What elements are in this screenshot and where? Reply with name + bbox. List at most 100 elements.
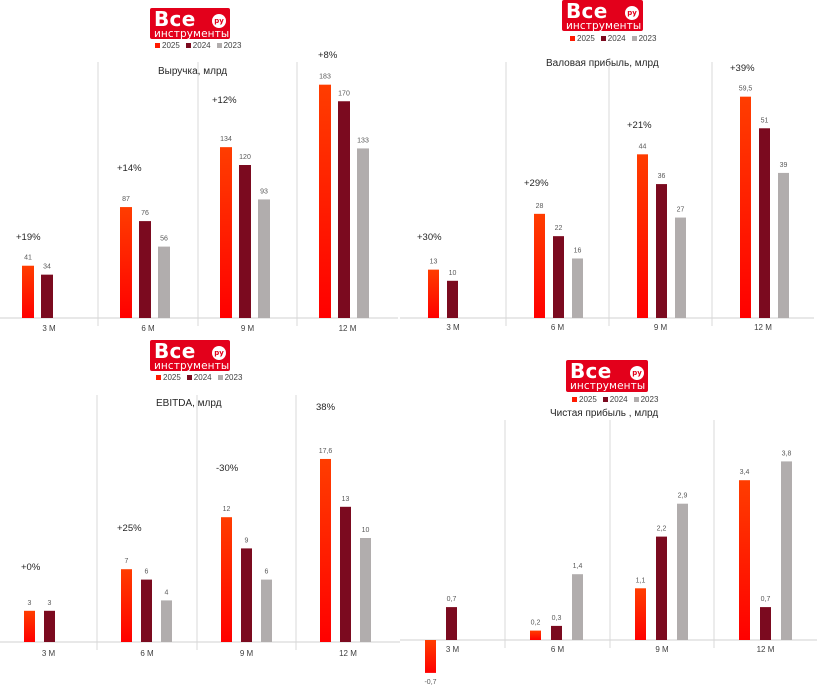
legend-item-2025: 2025 [155,41,180,50]
legend-swatch-2023 [633,397,639,402]
bar-2024 [446,607,457,640]
data-label: 170 [338,90,350,97]
data-label: 0,7 [447,596,457,603]
x-tick-label: 12 M [339,324,357,333]
growth-annotation: +25% [117,523,142,534]
brand-name-line1: Все [570,359,612,383]
data-label: 6 [265,569,269,576]
bar-2025 [319,84,331,318]
legend-swatch-2023 [217,375,223,380]
data-label: 56 [160,236,168,243]
bar-2023 [158,246,170,318]
data-label: 1,4 [573,563,583,570]
data-label: 59,5 [739,86,753,93]
data-label: 0,3 [552,615,562,622]
data-label: 6 [145,569,149,576]
x-tick-label: 9 M [654,323,668,332]
brand-name-line2: инструменты [566,20,642,32]
bar-2025 [428,269,439,318]
data-label: 16 [574,247,582,254]
growth-annotation: 38% [316,402,336,413]
brand-badge: ру [212,14,226,28]
x-tick-label: 9 M [241,324,255,333]
bar-2024 [139,221,151,318]
legend-swatch-2024 [185,43,191,48]
legend-item-2023: 2023 [216,41,242,50]
data-label: 133 [357,137,369,144]
legend-swatch-2025 [156,375,161,380]
x-tick-label: 12 M [754,323,772,332]
data-label: 17,6 [319,448,333,455]
data-label: 87 [122,196,130,203]
revenue-chart-panel: Все инструменты ру 2025 2024 2023 Выручк… [0,0,400,340]
bar-2025 [120,207,132,318]
data-label: -0,7 [424,679,436,686]
data-label: 134 [220,136,232,143]
data-label: 10 [449,270,457,277]
legend-label-2025: 2025 [577,34,595,43]
bar-2023 [357,148,369,318]
bar-2025 [22,265,34,318]
ebitda-chart-panel: Все инструменты ру 2025 2024 2023 EBITDA… [0,339,400,700]
bar-2025 [320,458,331,642]
legend-item-2024: 2024 [185,41,211,50]
data-label: 13 [430,259,438,266]
legend-swatch-2024 [602,397,608,402]
data-label: 1,1 [636,577,646,584]
data-label: 183 [319,74,331,81]
legend-label-2023: 2023 [640,395,659,404]
legend-item-2023: 2023 [633,395,659,404]
legend-label-2024: 2024 [193,373,212,382]
data-label: 10 [362,527,370,534]
x-tick-label: 6 M [141,324,155,333]
bar-2025 [425,640,436,673]
data-label: 3,8 [782,450,792,457]
bar-2025 [24,610,35,642]
legend-item-2025: 2025 [156,373,181,382]
brand-logo: Все инструменты ру [566,359,648,392]
x-tick-label: 6 M [551,645,565,654]
bar-2024 [41,274,53,318]
chart-legend: 2025 2024 2023 [156,373,242,382]
revenue-bar-chart: 3 M 41 34 +19% 6 M 87 76 56 +14% 9 M 134 120 93 +12% 1… [0,50,398,333]
data-label: 3,4 [740,469,750,476]
legend-label-2023: 2023 [638,34,657,43]
bar-2024 [340,506,351,642]
legend-swatch-2024 [186,375,192,380]
data-label: 120 [239,154,251,161]
data-label: 36 [658,173,666,180]
bar-2024 [656,184,667,318]
x-tick-label: 12 M [757,645,775,654]
chart-legend: 2025 2024 2023 [572,395,658,404]
legend-swatch-2023 [631,36,637,41]
net-profit-chart-panel: Все инструменты ру 2025 2024 2023 Чистая… [400,340,834,700]
bar-2024 [760,607,771,640]
bar-2023 [781,461,792,640]
growth-annotation: +30% [417,232,442,243]
bar-2023 [675,217,686,318]
bar-2025 [221,517,232,642]
data-label: 51 [761,117,769,124]
legend-item-2025: 2025 [572,395,597,404]
legend-label-2023: 2023 [224,373,243,382]
brand-name-line2: инструменты [154,360,230,372]
legend-swatch-2025 [572,397,577,402]
data-label: 2,2 [657,526,667,533]
bar-2025 [637,154,648,318]
legend-item-2023: 2023 [217,373,243,382]
data-label: 44 [639,143,647,150]
x-tick-label: 3 M [42,324,56,333]
bar-2025 [220,147,232,318]
bar-2023 [161,600,172,642]
growth-annotation: +14% [117,163,142,174]
legend-label-2025: 2025 [163,373,181,382]
data-label: 22 [555,225,563,232]
legend-label-2025: 2025 [162,41,180,50]
legend-swatch-2025 [570,36,575,41]
brand-name-line1: Все [154,339,196,363]
legend-label-2023: 2023 [223,41,242,50]
x-tick-label: 9 M [240,649,254,658]
data-label: 0,7 [761,596,771,603]
x-tick-label: 3 M [42,649,56,658]
bar-2024 [44,610,55,642]
